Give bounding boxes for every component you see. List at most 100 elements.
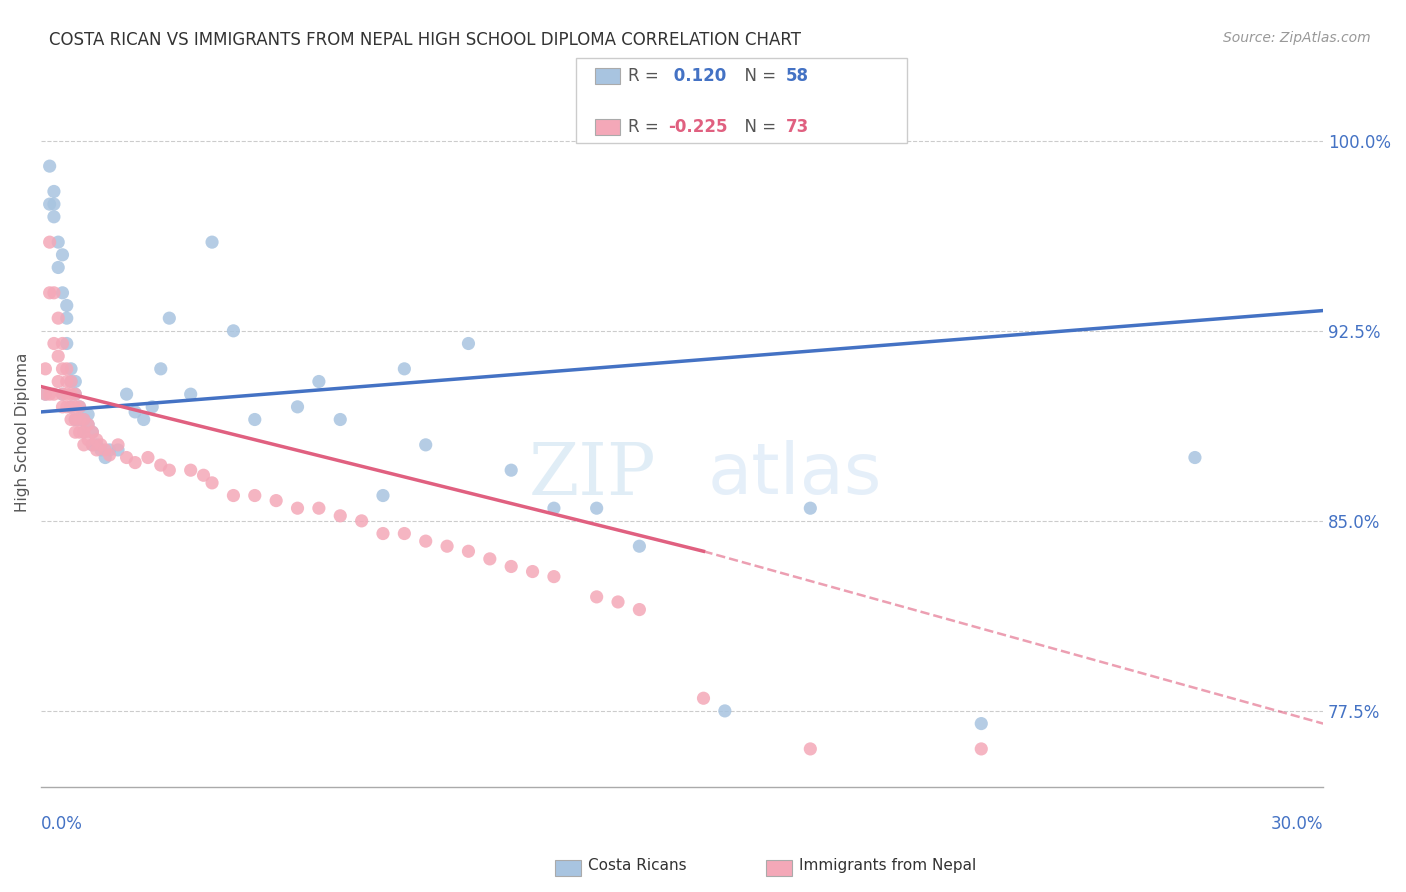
Point [51,400,73,414]
Point [38,387,60,401]
Text: Immigrants from Nepal: Immigrants from Nepal [799,858,976,872]
Text: 73: 73 [786,118,810,136]
Point [42,387,65,401]
Point [77,417,100,432]
Point [51,361,73,376]
Point [201,475,224,490]
Point [94,450,117,465]
Point [42,285,65,300]
Point [86,442,108,457]
Point [107,438,129,452]
Text: 0.0%: 0.0% [41,815,83,833]
Point [115,450,138,465]
Point [436,539,458,553]
Point [69,412,91,426]
Point [86,438,108,452]
Point [60,387,83,401]
Text: N =: N = [734,67,782,85]
Point [970,742,993,756]
Point [65,375,87,389]
Point [264,493,287,508]
Point [141,400,163,414]
Point [55,298,77,312]
Point [115,387,138,401]
Point [478,552,501,566]
Point [107,442,129,457]
Point [287,501,309,516]
Point [51,387,73,401]
Point [132,412,155,426]
Text: R =: R = [628,67,665,85]
Point [55,361,77,376]
Point [46,235,69,249]
Point [42,185,65,199]
Point [82,438,104,452]
Point [69,400,91,414]
Point [42,336,65,351]
Point [124,405,146,419]
Point [65,387,87,401]
Point [73,438,96,452]
Point [42,210,65,224]
Point [308,375,330,389]
Point [136,450,159,465]
Point [90,442,112,457]
Point [180,387,202,401]
Point [65,400,87,414]
Point [457,544,479,558]
Point [799,501,821,516]
Point [77,433,100,447]
Point [692,691,714,706]
Point [34,387,56,401]
Point [55,311,77,326]
Point [415,534,437,549]
Point [73,425,96,440]
Point [180,463,202,477]
Point [60,400,83,414]
Point [55,400,77,414]
Point [65,412,87,426]
Point [157,311,180,326]
Text: atlas: atlas [707,441,882,509]
Point [82,425,104,440]
Point [46,311,69,326]
Text: ZIP: ZIP [529,440,657,510]
Point [628,539,651,553]
Point [38,285,60,300]
Point [628,602,651,616]
Point [543,569,565,583]
Point [970,716,993,731]
Point [243,489,266,503]
Text: R =: R = [628,118,665,136]
Point [46,349,69,363]
Point [308,501,330,516]
Y-axis label: High School Diploma: High School Diploma [15,352,30,512]
Text: Source: ZipAtlas.com: Source: ZipAtlas.com [1223,31,1371,45]
Point [77,408,100,422]
Point [38,197,60,211]
Point [60,375,83,389]
Point [51,285,73,300]
Point [60,361,83,376]
Point [82,438,104,452]
Point [65,425,87,440]
Point [51,248,73,262]
Point [73,412,96,426]
Point [55,387,77,401]
Point [51,387,73,401]
Point [42,197,65,211]
Text: -0.225: -0.225 [668,118,727,136]
Point [329,508,352,523]
Point [69,412,91,426]
Point [94,442,117,457]
Point [415,438,437,452]
Point [124,456,146,470]
Point [55,375,77,389]
Point [287,400,309,414]
Text: 30.0%: 30.0% [1271,815,1323,833]
Point [243,412,266,426]
Point [543,501,565,516]
Point [149,458,172,472]
Point [585,501,607,516]
Point [90,438,112,452]
